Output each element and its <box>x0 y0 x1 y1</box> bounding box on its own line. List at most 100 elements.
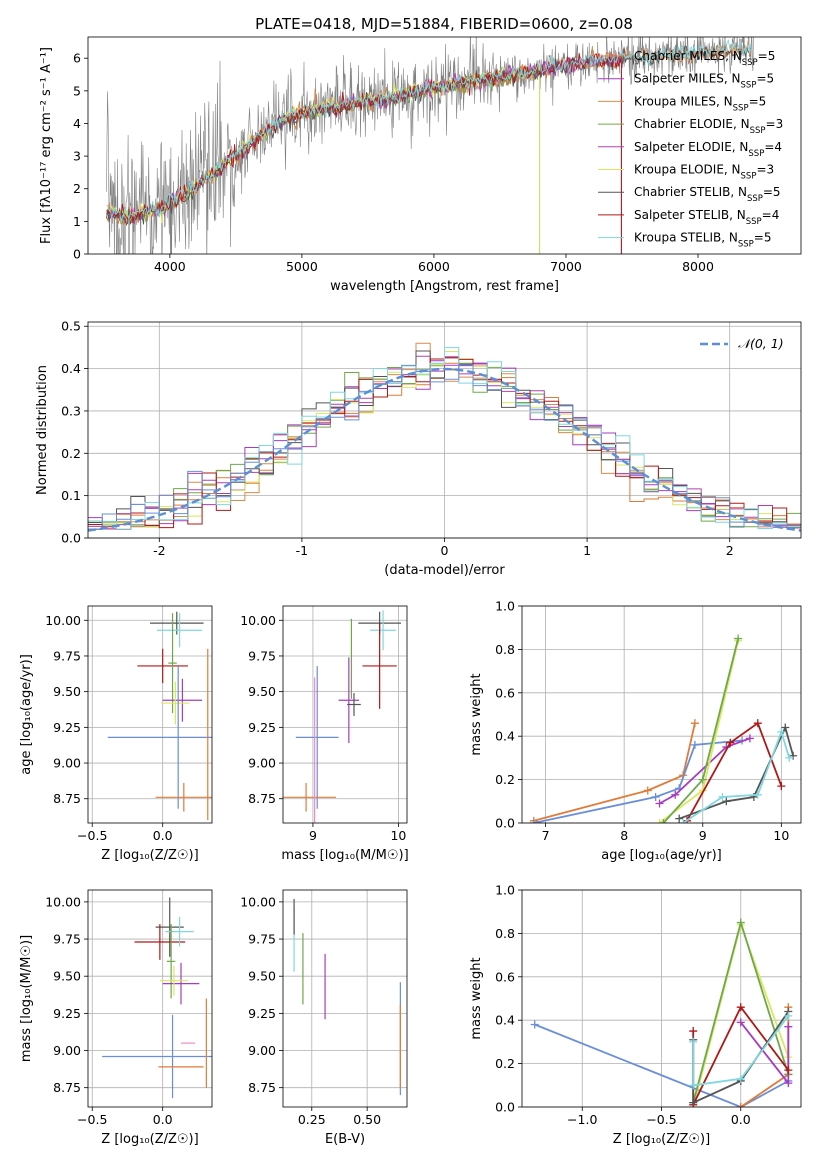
x-tick-label: 0.0 <box>153 1112 173 1127</box>
x-axis-label: age [log₁₀(age/yr)] <box>601 848 722 863</box>
weight-marker <box>679 819 688 823</box>
plot-area <box>283 610 402 823</box>
weight-marker <box>689 1081 698 1090</box>
y-tick-label: 0.2 <box>495 772 515 787</box>
weight-marker <box>784 1011 793 1020</box>
y-tick-label: 0.6 <box>495 685 515 700</box>
mass-vs-extinction-panel: 0.25 0.50 8.75 9.00 9.25 9.50 9.75 10.00 E(B-V) <box>240 889 408 1147</box>
y-axis-label: Normed distribution <box>35 365 50 495</box>
weight-marker <box>722 797 731 806</box>
y-axis-label: mass weight <box>469 957 484 1039</box>
legend-entry-1: Salpeter MILES, NSSP=5 <box>634 72 774 91</box>
x-tick-label: 6000 <box>418 259 450 274</box>
axes-frame <box>87 321 802 539</box>
x-tick-label: −0.5 <box>646 1112 676 1127</box>
x-tick-label: 9 <box>699 828 707 843</box>
weight-marker <box>529 819 538 823</box>
weight-marker <box>736 918 745 927</box>
weight-marker <box>736 1074 745 1083</box>
plot-area <box>102 897 212 1099</box>
figure-title: PLATE=0418, MJD=51884, FIBERID=0600, z=0… <box>255 15 633 33</box>
weight-marker <box>659 819 668 823</box>
plot-area <box>106 37 754 254</box>
y-tick-label: 8.75 <box>248 1080 276 1095</box>
mass-weight-vs-age-panel: 7 8 9 10 0.0 0.2 0.4 0.6 0.8 1.0 age [log₁₀(age/yr… <box>469 599 802 863</box>
weight-marker <box>655 799 664 808</box>
weight-marker <box>777 727 786 736</box>
weight-line-0 <box>533 723 696 822</box>
y-tick-label: 1 <box>73 214 81 229</box>
weight-marker <box>781 723 790 732</box>
x-tick-label: 8000 <box>682 259 714 274</box>
y-tick-label: 9.00 <box>248 1043 276 1058</box>
weight-marker <box>671 790 680 799</box>
axes-frame <box>282 605 408 824</box>
y-tick-label: 0.8 <box>495 926 515 941</box>
weight-marker <box>736 1018 745 1027</box>
axes-frame <box>87 605 213 824</box>
y-tick-label: 0.5 <box>61 319 81 334</box>
x-tick-label: 0 <box>441 543 449 558</box>
weight-marker <box>689 1098 698 1107</box>
weight-marker <box>784 1066 793 1075</box>
y-tick-label: 9.50 <box>248 969 276 984</box>
y-tick-label: 9.25 <box>248 1006 276 1021</box>
y-tick-label: 0.4 <box>61 361 81 376</box>
y-axis-label: mass [log₁₀(M/M☉)] <box>19 935 34 1062</box>
legend-entry-0: Chabrier MILES, NSSP=5 <box>634 49 775 68</box>
data-spectrum <box>106 37 754 254</box>
x-tick-label: 5000 <box>286 259 318 274</box>
x-tick-label: 2 <box>726 543 734 558</box>
weight-marker <box>718 792 727 801</box>
y-tick-label: 8.75 <box>248 791 276 806</box>
weight-marker <box>643 786 652 795</box>
y-tick-label: 8.75 <box>53 791 81 806</box>
y-tick-label: 0.8 <box>495 642 515 657</box>
x-tick-label: −0.5 <box>77 1112 107 1127</box>
weight-line-5 <box>686 721 783 822</box>
legend-entry-3: Chabrier ELODIE, NSSP=3 <box>634 117 783 136</box>
legend-entry-4: Salpeter ELODIE, NSSP=4 <box>634 140 782 159</box>
y-tick-label: 9.50 <box>53 969 81 984</box>
x-axis-label: (data-model)/error <box>384 563 505 578</box>
y-tick-label: 10.00 <box>240 613 276 628</box>
y-tick-label: 1.0 <box>495 599 515 614</box>
age-vs-mass-panel: 9 10 8.75 9.00 9.25 9.50 9.75 10.00 mass [log₁₀(… <box>240 605 409 863</box>
model-spectrum-8 <box>106 39 752 222</box>
histogram-8 <box>88 347 801 530</box>
weight-marker <box>745 734 754 743</box>
y-tick-label: 0.4 <box>495 729 515 744</box>
y-tick-label: 9.75 <box>248 648 276 663</box>
mass-weight-vs-metallicity-panel: −1.0 −0.5 0.0 0.0 0.2 0.4 0.6 0.8 1.0 Z [log₁₀(Z/… <box>469 883 802 1147</box>
weight-marker <box>785 753 794 762</box>
weight-marker <box>651 792 660 801</box>
y-tick-label: 10.00 <box>45 894 81 909</box>
x-tick-label: 0.0 <box>731 1112 751 1127</box>
weight-marker <box>734 634 743 643</box>
x-axis-label: Z [log₁₀(Z/Z☉)] <box>101 1132 198 1147</box>
legend-entry-2: Kroupa MILES, NSSP=5 <box>634 94 766 113</box>
y-tick-label: 0.0 <box>61 531 81 546</box>
x-tick-label: 0.0 <box>153 828 173 843</box>
x-tick-label: 1 <box>583 543 591 558</box>
x-tick-label: 10 <box>773 828 789 843</box>
axes-frame <box>521 889 802 1108</box>
y-axis-label: mass weight <box>469 673 484 755</box>
plot-area <box>530 918 793 1107</box>
x-tick-label: 4000 <box>154 259 186 274</box>
y-tick-label: 9.50 <box>248 684 276 699</box>
plot-area <box>293 898 401 1096</box>
model-spectrum-7 <box>106 53 622 254</box>
y-tick-label: 0.6 <box>495 969 515 984</box>
y-tick-label: 9.75 <box>248 932 276 947</box>
axes-frame <box>521 605 802 824</box>
weight-marker <box>689 1037 698 1046</box>
y-tick-label: 8.75 <box>53 1080 81 1095</box>
x-tick-label: -1 <box>296 543 308 558</box>
y-tick-label: 10.00 <box>240 894 276 909</box>
x-tick-label: −0.5 <box>77 828 107 843</box>
legend-entry-7: Salpeter STELIB, NSSP=4 <box>634 208 779 227</box>
y-tick-label: 0.2 <box>61 446 81 461</box>
spectrum-legend: Chabrier MILES, NSSP=5 Salpeter MILES, NS… <box>598 49 783 250</box>
